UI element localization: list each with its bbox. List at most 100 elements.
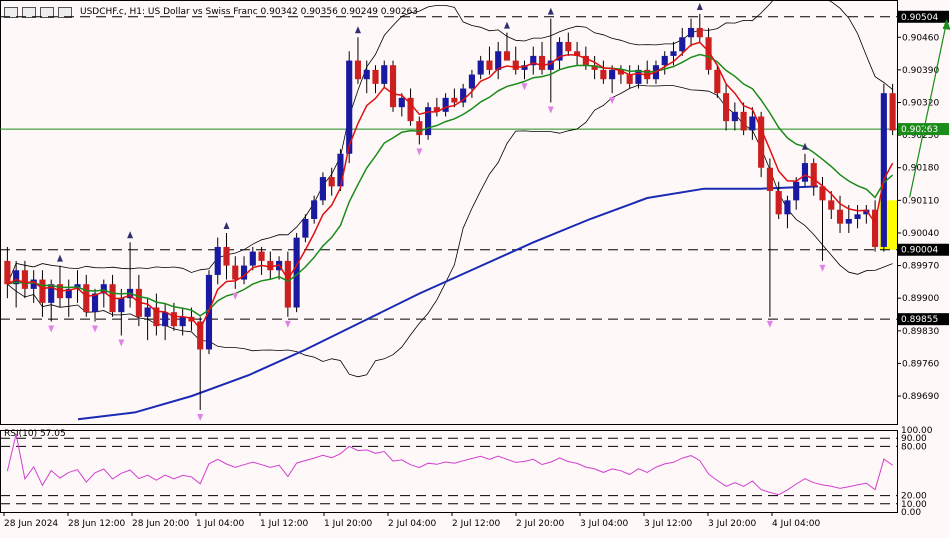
bull-candle [302, 218, 309, 238]
ma-long-line [77, 185, 819, 421]
bear-candle [451, 97, 458, 103]
bull-candle [679, 37, 686, 52]
time-tick-label: 3 Jul 20:00 [708, 519, 757, 529]
bear-candle [170, 312, 177, 327]
fractal-up-marker [223, 221, 230, 229]
bull-candle [495, 51, 502, 70]
bull-candle [100, 284, 107, 294]
bollinger-upper [7, 0, 893, 285]
bear-candle [836, 209, 844, 224]
bear-candle [538, 55, 546, 70]
bull-candle [687, 27, 695, 38]
rsi-line [6, 433, 893, 496]
list-icon[interactable] [22, 6, 36, 18]
bull-candle [311, 200, 318, 219]
bear-candle [775, 191, 782, 215]
price-level-label: 0.90263 [901, 125, 938, 135]
time-tick-label: 4 Jul 04:00 [772, 519, 821, 529]
fractal-up-marker [547, 7, 554, 15]
fractal-down-marker [819, 264, 826, 272]
fractal-up-marker [354, 26, 361, 34]
bull-candle [240, 265, 248, 280]
bull-candle [460, 88, 467, 103]
fractal-down-marker [547, 106, 554, 114]
bear-candle [328, 177, 335, 187]
bull-candle [661, 55, 668, 66]
bear-candle [626, 74, 633, 84]
price-tick-label: 0.90460 [902, 33, 939, 43]
price-level-label: 0.89855 [901, 315, 938, 325]
bear-candle [574, 51, 581, 56]
bull-candle [468, 74, 475, 89]
bear-candle [696, 27, 703, 38]
price-tick-label: 0.90040 [902, 229, 939, 239]
bull-candle [91, 293, 99, 313]
rsi-axis-label: 100.00 [901, 426, 933, 436]
bear-candle [723, 93, 730, 122]
bull-candle [635, 69, 642, 84]
bear-candle [828, 200, 835, 210]
bull-candle [442, 97, 449, 112]
bear-candle [197, 321, 204, 350]
bull-candle [425, 107, 432, 136]
bear-candle [407, 97, 414, 122]
price-tick-label: 0.90390 [902, 66, 939, 76]
fractal-down-marker [232, 292, 239, 300]
bull-candle [13, 270, 20, 285]
price-tick-label: 0.89690 [902, 392, 939, 402]
bull-candle [477, 60, 484, 75]
time-tick-label: 1 Jul 20:00 [324, 519, 373, 529]
time-tick-label: 2 Jul 20:00 [516, 519, 565, 529]
price-tick-label: 0.90320 [902, 99, 939, 109]
price-tick-label: 0.90180 [902, 164, 939, 174]
bear-candle [872, 209, 879, 247]
time-tick-label: 28 Jun 2024 [4, 519, 58, 529]
fractal-down-marker [48, 325, 55, 333]
time-tick-label: 28 Jun 20:00 [132, 519, 189, 529]
bull-candle [784, 200, 791, 215]
grid-icon[interactable] [40, 6, 54, 18]
bull-candle [179, 316, 186, 327]
fractal-up-marker [503, 21, 510, 29]
bull-candle [670, 51, 677, 56]
bear-candle [354, 60, 362, 80]
fractal-up-marker [127, 231, 134, 239]
fractal-down-marker [284, 320, 291, 328]
price-tick-label: 0.89830 [902, 327, 939, 337]
bear-candle [600, 69, 607, 80]
bull-candle [30, 279, 37, 289]
bull-candle [854, 214, 861, 219]
time-tick-label: 3 Jul 04:00 [580, 519, 629, 529]
bull-candle [319, 177, 326, 201]
bear-candle [819, 186, 826, 201]
chart-header: USDCHF.c, H1: US Dollar vs Swiss Franc 0… [4, 2, 418, 22]
ma-slow-line [7, 53, 894, 317]
price-level-label: 0.90504 [901, 13, 938, 23]
bull-candle [547, 60, 554, 70]
price-level-tag [898, 10, 949, 23]
bull-candle [363, 69, 370, 80]
bull-candle [556, 41, 563, 61]
time-tick-label: 28 Jun 12:00 [68, 519, 125, 529]
fractal-up-marker [696, 2, 703, 10]
menu-icon[interactable] [4, 6, 18, 18]
bull-candle [845, 218, 852, 224]
bear-candle [284, 260, 291, 308]
bear-candle [258, 251, 265, 261]
ma-fast-line [7, 41, 894, 330]
time-tick-label: 2 Jul 04:00 [388, 519, 437, 529]
bull-candle [863, 209, 870, 215]
time-tick-label: 3 Jul 12:00 [644, 519, 693, 529]
bear-candle [232, 265, 239, 280]
fractal-up-marker [801, 142, 808, 150]
rsi-axis-label: 90.00 [901, 434, 927, 444]
rsi-axis-label: 0.00 [901, 508, 921, 518]
bear-candle [21, 270, 28, 289]
projection-arrowhead [942, 18, 950, 30]
bull-candle [521, 65, 528, 70]
rsi-axis-label: 20.00 [901, 492, 927, 502]
bear-candle [223, 246, 230, 266]
bear-candle [416, 121, 423, 136]
